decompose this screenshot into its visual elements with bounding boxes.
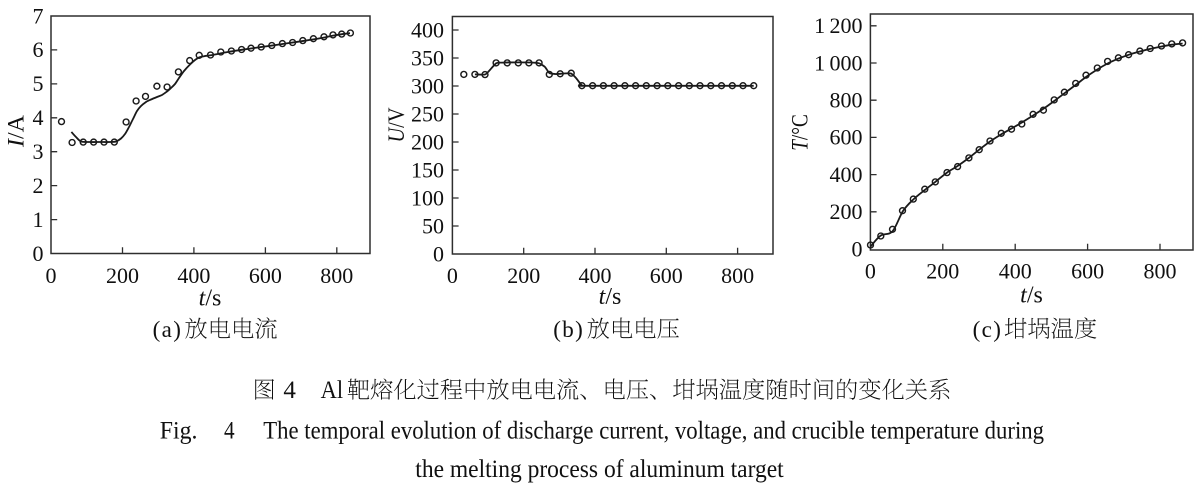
- svg-text:150: 150: [411, 157, 444, 182]
- svg-text:0: 0: [46, 263, 57, 288]
- svg-text:0: 0: [852, 236, 863, 261]
- svg-text:200: 200: [926, 259, 959, 284]
- svg-text:The temporal evolution of disc: The temporal evolution of discharge curr…: [263, 418, 1044, 445]
- svg-text:800: 800: [1144, 259, 1177, 284]
- svg-text:800: 800: [721, 263, 754, 288]
- svg-text:6: 6: [33, 37, 44, 62]
- svg-text:300: 300: [411, 73, 444, 98]
- svg-text:600: 600: [650, 263, 683, 288]
- svg-text:400: 400: [830, 162, 863, 187]
- svg-text:400: 400: [579, 263, 612, 288]
- svg-text:400: 400: [177, 263, 210, 288]
- svg-text:4: 4: [283, 377, 296, 404]
- svg-text:5: 5: [33, 71, 44, 96]
- svg-text:200: 200: [830, 199, 863, 224]
- svg-text:I/A: I/A: [4, 115, 29, 148]
- svg-text:1 000: 1 000: [814, 50, 862, 75]
- svg-text:400: 400: [411, 17, 444, 42]
- svg-text:t/s: t/s: [599, 284, 622, 310]
- svg-text:350: 350: [411, 45, 444, 70]
- svg-text:0: 0: [865, 259, 876, 284]
- svg-text:3: 3: [33, 139, 44, 164]
- svg-text:(b): (b): [553, 317, 584, 342]
- svg-text:600: 600: [830, 125, 863, 150]
- svg-text:800: 800: [320, 263, 353, 288]
- svg-text:the melting process of aluminu: the melting process of aluminum target: [415, 456, 783, 483]
- svg-text:0: 0: [33, 241, 44, 266]
- svg-text:1: 1: [33, 207, 44, 232]
- svg-text:4: 4: [224, 418, 235, 445]
- svg-text:400: 400: [999, 259, 1032, 284]
- svg-text:4: 4: [33, 105, 44, 130]
- svg-text:7: 7: [33, 3, 44, 28]
- svg-text:50: 50: [422, 213, 444, 238]
- svg-text:t/s: t/s: [199, 286, 222, 312]
- svg-text:200: 200: [411, 129, 444, 154]
- svg-text:U/V: U/V: [384, 107, 409, 142]
- svg-text:T/°C: T/°C: [788, 114, 813, 151]
- svg-text:100: 100: [411, 185, 444, 210]
- svg-text:(c): (c): [973, 317, 1003, 342]
- svg-text:1 200: 1 200: [814, 13, 862, 38]
- svg-text:200: 200: [106, 263, 139, 288]
- svg-text:Fig.: Fig.: [160, 418, 198, 445]
- svg-text:600: 600: [1071, 259, 1104, 284]
- svg-text:2: 2: [33, 173, 44, 198]
- svg-text:Al: Al: [321, 377, 344, 404]
- svg-text:200: 200: [507, 263, 540, 288]
- svg-text:800: 800: [830, 88, 863, 113]
- svg-text:250: 250: [411, 101, 444, 126]
- svg-text:0: 0: [433, 241, 444, 266]
- svg-text:0: 0: [447, 263, 458, 288]
- svg-text:t/s: t/s: [1020, 283, 1043, 309]
- svg-text:(a): (a): [153, 317, 183, 342]
- svg-text:600: 600: [249, 263, 282, 288]
